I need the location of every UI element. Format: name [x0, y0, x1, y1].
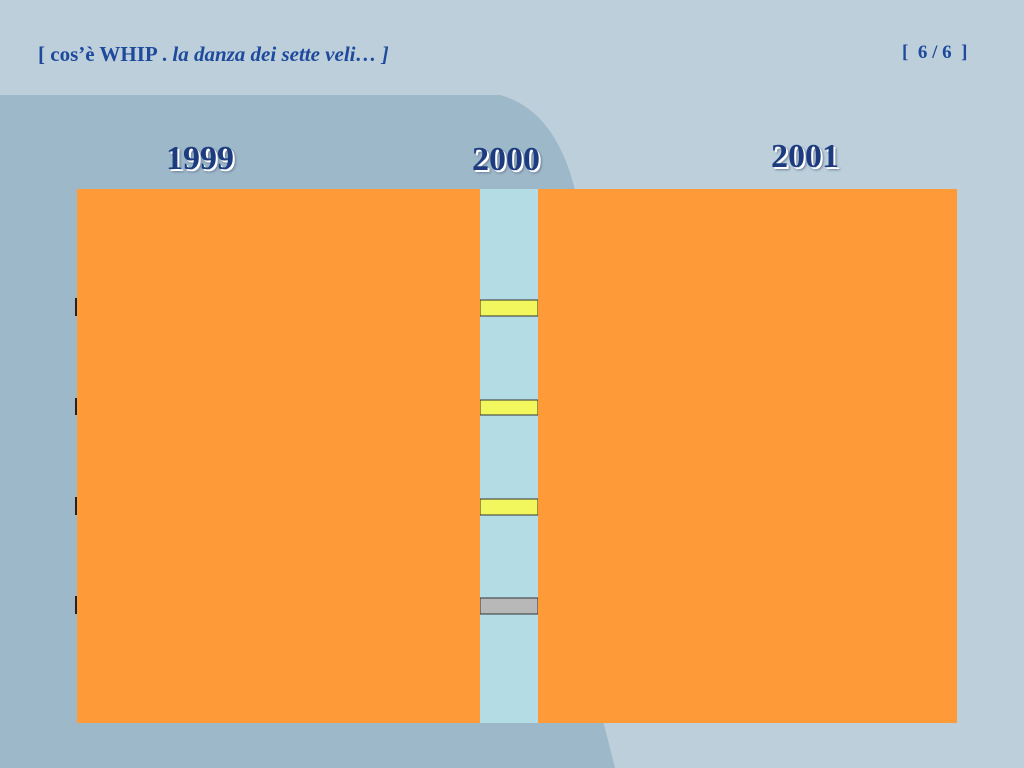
orange-panel	[77, 189, 480, 723]
strip-bar	[479, 498, 539, 516]
tick	[75, 596, 78, 614]
tick	[75, 398, 78, 415]
strip-bar	[479, 399, 539, 416]
middle-strip	[480, 189, 538, 723]
page-indicator: [ 6 / 6 ]	[902, 42, 968, 63]
title-italic: la danza dei sette veli… ]	[172, 42, 389, 66]
strip-bar	[479, 299, 539, 317]
tick	[75, 497, 78, 515]
slide-title: [ cos’è WHIP . la danza dei sette veli… …	[38, 42, 389, 67]
year-label: 2000	[472, 141, 540, 178]
strip-bar	[479, 597, 539, 615]
title-main: [ cos’è WHIP .	[38, 42, 173, 66]
year-label: 2001	[771, 138, 839, 175]
year-label: 1999	[166, 140, 234, 177]
tick	[75, 298, 78, 316]
orange-panel	[538, 189, 957, 723]
